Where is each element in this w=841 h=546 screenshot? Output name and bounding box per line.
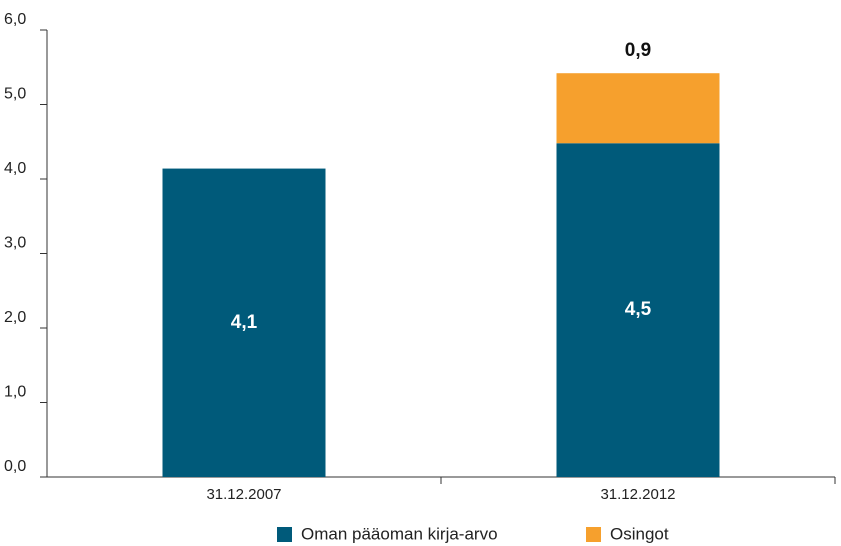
x-tick-label: 31.12.2007 xyxy=(206,486,281,503)
y-tick-label: 4,0 xyxy=(4,160,26,177)
legend-swatch xyxy=(277,527,292,542)
y-tick-label: 6,0 xyxy=(4,11,26,28)
value-label: 4,5 xyxy=(625,299,652,320)
bar-segment xyxy=(556,73,720,144)
y-tick-label: 5,0 xyxy=(4,86,26,103)
y-tick-label: 2,0 xyxy=(4,309,26,326)
value-label: 0,9 xyxy=(625,40,651,61)
value-label: 4,1 xyxy=(231,312,258,333)
x-tick-label: 31.12.2012 xyxy=(600,486,675,503)
y-tick-label: 0,0 xyxy=(4,458,26,475)
y-tick-label: 1,0 xyxy=(4,384,26,401)
bar-segment xyxy=(556,143,720,478)
y-tick-label: 3,0 xyxy=(4,235,26,252)
legend-label: Osingot xyxy=(610,524,669,543)
legend-swatch xyxy=(586,527,601,542)
legend-label: Oman pääoman kirja-arvo xyxy=(301,524,498,543)
bar-segment xyxy=(162,168,326,477)
